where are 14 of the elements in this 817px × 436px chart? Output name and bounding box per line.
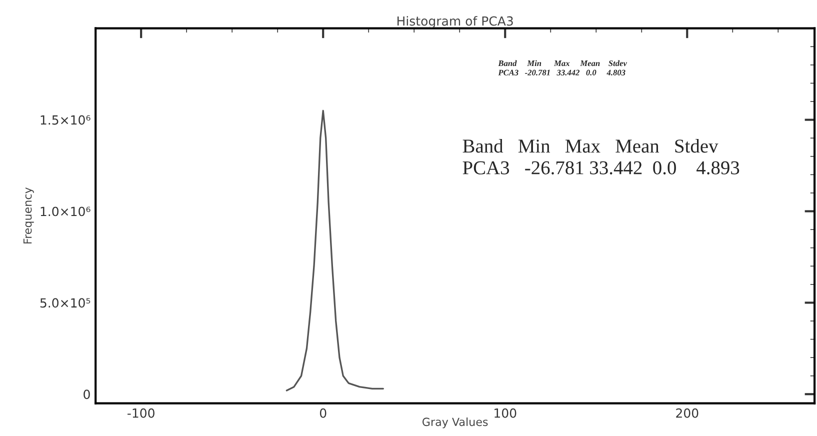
y-axis-title: Frequency [23, 187, 34, 244]
y-tick-label: 1.0×10⁶ [40, 206, 90, 216]
x-tick-label: -100 [128, 408, 154, 418]
x-tick-label: 0 [320, 408, 326, 418]
y-tick-label: 0 [84, 390, 90, 400]
annotation: Band Min Max Mean Stdev PCA3 -26.781 33.442 0.0 4.893 [462, 139, 740, 174]
y-tick-label: 5.0×10⁵ [40, 298, 90, 308]
y-tick-label: 1.5×10⁶ [40, 115, 90, 125]
x-axis-title: Gray Values [422, 417, 488, 428]
x-tick-label: 200 [676, 408, 698, 418]
chart-title: Histogram of PCA3 [397, 16, 513, 28]
x-tick-label: 100 [494, 408, 516, 418]
annotation: Band Min Max Mean Stdev PCA3 -20.781 33.442 0.0 4.803 [498, 60, 627, 76]
line-series [286, 110, 384, 392]
